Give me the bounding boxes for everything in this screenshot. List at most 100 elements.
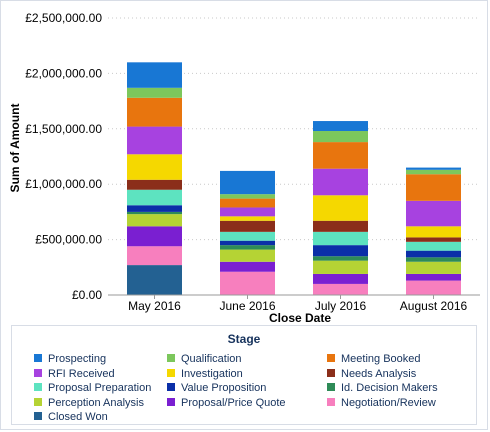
bar-segment[interactable] [406,237,461,242]
x-tick-label: June 2016 [219,299,275,313]
bar-segment[interactable] [406,169,461,175]
bar-segment[interactable] [406,167,461,170]
bar-segment[interactable] [220,198,275,208]
bar-segment[interactable] [406,261,461,274]
bar-segment[interactable] [406,280,461,295]
legend-swatch [327,397,335,406]
bar-segment[interactable] [127,211,182,215]
bar-segment[interactable] [127,179,182,190]
legend-item[interactable]: Qualification [167,352,242,366]
y-tick-label: £2,500,000.00 [25,11,102,25]
legend-item[interactable]: Perception Analysis [34,396,144,410]
legend-label: Closed Won [48,411,108,423]
bar-segment[interactable] [406,226,461,238]
legend-item[interactable]: Proposal/Price Quote [167,396,286,410]
legend-swatch [167,368,175,377]
x-tick-labels: May 2016 June 2016 July 2016 August 2016 [128,295,468,313]
bar-segment[interactable] [313,131,368,143]
legend-item[interactable]: Negotiation/Review [327,396,436,410]
bar-segment[interactable] [220,271,275,295]
y-tick-label: £500,000.00 [35,233,102,247]
bars [127,62,461,295]
bar-segment[interactable] [220,245,275,250]
x-tick-label: May 2016 [128,299,181,313]
bar-segment[interactable] [127,214,182,227]
bar-segment[interactable] [313,256,368,261]
legend-swatch [327,354,335,362]
bar-segment[interactable] [127,189,182,206]
legend-swatch [34,354,42,362]
bar-segment[interactable] [220,220,275,232]
bar-segment[interactable] [313,220,368,232]
bar-segment[interactable] [220,207,275,217]
bar-segment[interactable] [127,205,182,212]
legend-label: Investigation [181,367,243,380]
x-axis-title: Close Date [269,311,331,325]
legend-label: Prospecting [48,353,107,365]
legend-item[interactable]: Id. Decision Makers [327,381,438,395]
legend-item[interactable]: Value Proposition [167,381,266,395]
bar-segment[interactable] [406,200,461,227]
bar-segment[interactable] [313,195,368,221]
legend-item[interactable]: RFI Received [34,367,115,381]
bar-segment[interactable] [406,250,461,258]
bar-segment[interactable] [127,154,182,180]
legend-label: Meeting Booked [341,353,421,365]
bar-segment[interactable] [313,121,368,132]
bar-segment[interactable] [406,241,461,251]
legend-title: Stage [227,332,261,346]
bar-segment[interactable] [127,87,182,98]
bar-segment[interactable] [220,170,275,195]
legend-label: Id. Decision Makers [341,382,438,394]
bar-segment[interactable] [220,240,275,246]
legend-item[interactable]: Proposal Preparation [34,381,151,395]
legend-label: Proposal/Price Quote [181,396,286,409]
legend: Stage Prospecting Qualification Meeting Bo… [11,325,477,425]
bar-segment[interactable] [220,194,275,199]
bar-segment[interactable] [127,246,182,266]
legend-item[interactable]: Meeting Booked [327,352,421,366]
bar-segment[interactable] [313,283,368,295]
bar-segment[interactable] [406,174,461,201]
legend-item[interactable]: Needs Analysis [327,367,416,381]
bar-segment[interactable] [220,216,275,221]
legend-swatch [167,383,175,391]
y-tick-labels: £0.00 £500,000.00 £1,000,000.00 £1,500,000.… [25,11,102,302]
bar-segment[interactable] [127,226,182,247]
legend-swatch [327,383,335,391]
bar-segment[interactable] [220,249,275,262]
bar-segment[interactable] [127,97,182,127]
bar-segment[interactable] [313,231,368,246]
legend-item[interactable]: Prospecting [34,352,106,366]
x-tick-label: August 2016 [400,299,468,313]
bar-segment[interactable] [313,142,368,169]
bar-segment[interactable] [127,265,182,295]
legend-item[interactable]: Closed Won [34,410,108,424]
bar-segment[interactable] [220,231,275,241]
y-tick-label: £0.00 [72,288,102,302]
bar-segment[interactable] [127,126,182,155]
y-tick-label: £1,000,000.00 [25,177,102,191]
y-tick-label: £1,500,000.00 [25,122,102,136]
legend-label: Qualification [181,353,242,365]
legend-item[interactable]: Investigation [167,367,243,381]
bar-segment[interactable] [127,62,182,88]
y-tick-label: £2,000,000.00 [25,66,102,80]
legend-swatch [34,383,42,391]
legend-label: Negotiation/Review [341,396,436,409]
bar-segment[interactable] [406,273,461,281]
bar-segment[interactable] [313,260,368,274]
bar-segment[interactable] [406,257,461,262]
legend-label: Value Proposition [181,382,267,394]
legend-swatch [327,368,335,377]
x-tick-label: July 2016 [315,299,367,313]
bar-segment[interactable] [313,168,368,196]
bar-segment[interactable] [220,261,275,272]
legend-label: Perception Analysis [48,396,144,409]
legend-swatch [34,368,42,377]
legend-label: Needs Analysis [341,367,417,380]
y-axis-title: Sum of Amount [8,104,22,193]
bar-segment[interactable] [313,273,368,284]
bar-segment[interactable] [313,245,368,257]
